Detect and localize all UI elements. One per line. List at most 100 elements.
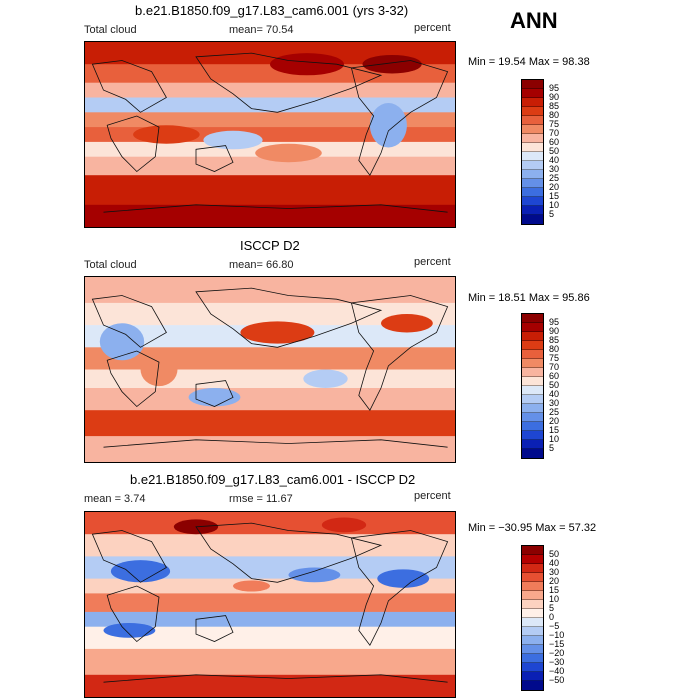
colorbar-cell bbox=[522, 377, 543, 386]
colorbar-label: 5 bbox=[549, 209, 555, 219]
colorbar-label: 60 bbox=[549, 371, 560, 381]
colorbar-label: 30 bbox=[549, 164, 560, 174]
colorbar-label: −5 bbox=[549, 621, 560, 631]
coastline bbox=[106, 585, 160, 643]
field-blob bbox=[377, 569, 430, 588]
colorbar-label: 90 bbox=[549, 326, 560, 336]
colorbar-label: −15 bbox=[549, 639, 565, 649]
colorbar-label: −10 bbox=[549, 630, 565, 640]
field-band bbox=[85, 97, 455, 114]
field-band bbox=[85, 626, 455, 650]
field-blob bbox=[203, 130, 263, 150]
field-blob bbox=[188, 388, 241, 407]
colorbar-label: 20 bbox=[549, 416, 560, 426]
field-blob bbox=[233, 580, 270, 592]
field-band bbox=[85, 175, 455, 206]
colorbar-label: 0 bbox=[549, 612, 555, 622]
field-blob bbox=[270, 53, 344, 76]
colorbar-cell bbox=[522, 413, 543, 422]
field-band bbox=[85, 369, 455, 389]
colorbar-label: 15 bbox=[549, 425, 560, 435]
colorbar-cell bbox=[522, 80, 543, 89]
colorbar-label: 10 bbox=[549, 200, 560, 210]
coastline bbox=[195, 380, 234, 407]
colorbar-label: −50 bbox=[549, 675, 565, 685]
coastline bbox=[350, 530, 449, 646]
colorbar-cell bbox=[522, 555, 543, 564]
colorbar-cell bbox=[522, 161, 543, 170]
field-blob bbox=[99, 323, 145, 361]
panel2-mean: mean= 66.80 bbox=[229, 259, 294, 271]
colorbar-label: 40 bbox=[549, 558, 560, 568]
coastline bbox=[195, 287, 383, 348]
panel2-map bbox=[84, 276, 456, 463]
colorbar-label: 20 bbox=[549, 182, 560, 192]
panel2-title: ISCCP D2 bbox=[240, 238, 300, 253]
colorbar-label: 15 bbox=[549, 191, 560, 201]
colorbar-cell bbox=[522, 645, 543, 654]
colorbar-label: 5 bbox=[549, 603, 555, 613]
colorbar-cell bbox=[522, 170, 543, 179]
colorbar-cell bbox=[522, 386, 543, 395]
colorbar-cell bbox=[522, 125, 543, 134]
field-blob bbox=[303, 369, 348, 388]
coastline bbox=[103, 204, 448, 213]
field-band bbox=[85, 578, 455, 595]
field-band bbox=[85, 82, 455, 99]
colorbar-cell bbox=[522, 663, 543, 672]
colorbar-cell bbox=[522, 341, 543, 350]
panel3-map bbox=[84, 511, 456, 698]
colorbar-cell bbox=[522, 564, 543, 573]
panel1-map bbox=[84, 41, 456, 228]
field-band bbox=[85, 302, 455, 327]
colorbar-cell bbox=[522, 143, 543, 152]
colorbar-cell bbox=[522, 359, 543, 368]
coastline bbox=[106, 350, 160, 408]
field-blob bbox=[381, 314, 433, 333]
field-band bbox=[85, 436, 455, 462]
colorbar-label: 40 bbox=[549, 155, 560, 165]
field-band bbox=[85, 410, 455, 438]
colorbar-label: 15 bbox=[549, 585, 560, 595]
coastline bbox=[91, 60, 167, 113]
field-blob bbox=[288, 567, 341, 583]
panel2-colorbar bbox=[521, 313, 544, 459]
colorbar-label: 90 bbox=[549, 92, 560, 102]
panel3-minmax: Min = −30.95 Max = 57.32 bbox=[468, 522, 597, 534]
colorbar-label: 80 bbox=[549, 344, 560, 354]
field-blob bbox=[369, 103, 407, 148]
field-band bbox=[85, 648, 455, 676]
coastline bbox=[195, 52, 383, 113]
colorbar-label: 60 bbox=[549, 137, 560, 147]
colorbar-cell bbox=[522, 449, 543, 458]
panel1-colorbar bbox=[521, 79, 544, 225]
colorbar-label: 40 bbox=[549, 389, 560, 399]
colorbar-cell bbox=[522, 609, 543, 618]
colorbar-cell bbox=[522, 89, 543, 98]
colorbar-cell bbox=[522, 98, 543, 107]
colorbar-cell bbox=[522, 573, 543, 582]
colorbar-cell bbox=[522, 107, 543, 116]
coastline bbox=[106, 115, 160, 173]
colorbar-cell bbox=[522, 546, 543, 555]
panel1-units: percent bbox=[414, 22, 451, 34]
colorbar-label: −20 bbox=[549, 648, 565, 658]
colorbar-cell bbox=[522, 404, 543, 413]
coastline bbox=[195, 615, 234, 642]
season-label: ANN bbox=[510, 8, 558, 33]
colorbar-label: 70 bbox=[549, 362, 560, 372]
colorbar-label: 75 bbox=[549, 353, 560, 363]
colorbar-label: 50 bbox=[549, 146, 560, 156]
coastline bbox=[103, 439, 448, 448]
colorbar-label: 85 bbox=[549, 335, 560, 345]
colorbar-label: 25 bbox=[549, 407, 560, 417]
coastline bbox=[91, 295, 167, 348]
panel3-colorbar bbox=[521, 545, 544, 691]
field-blob bbox=[103, 623, 156, 638]
field-band bbox=[85, 674, 455, 697]
colorbar-cell bbox=[522, 618, 543, 627]
panel2-units: percent bbox=[414, 256, 451, 268]
colorbar-cell bbox=[522, 431, 543, 440]
field-band bbox=[85, 611, 455, 628]
colorbar-label: −40 bbox=[549, 666, 565, 676]
